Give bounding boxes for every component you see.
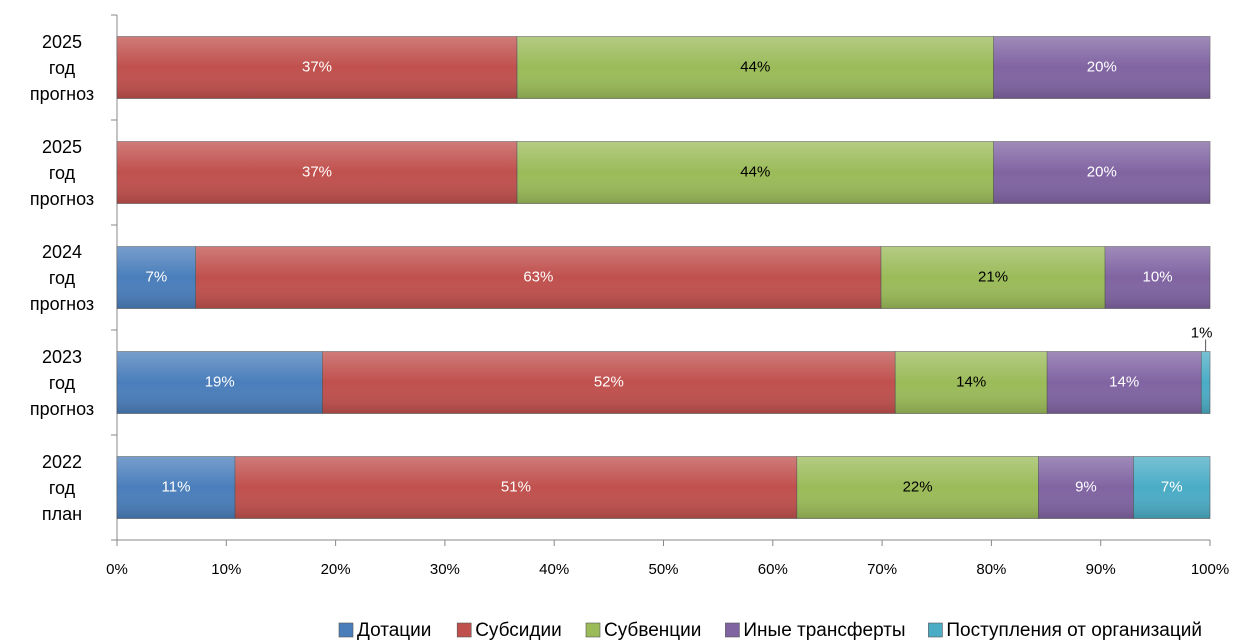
x-tick-label: 90% [1086, 561, 1116, 578]
legend-swatch [928, 622, 943, 638]
y-tick-label: 2022 год план [41, 451, 83, 524]
bar-shade [993, 141, 1210, 204]
x-tick-label: 100% [1191, 561, 1229, 578]
data-label: 37% [302, 163, 332, 180]
data-label: 22% [903, 478, 933, 495]
bar-shade [1133, 456, 1210, 519]
bar-shade [993, 36, 1210, 99]
bar-shade [796, 456, 1039, 519]
bar-shade [195, 246, 882, 309]
bar-shade [895, 351, 1048, 414]
bar-shade [117, 456, 236, 519]
x-tick-label: 50% [648, 561, 678, 578]
legend-swatch [725, 622, 740, 638]
y-tick-label: 2024 год прогноз [29, 241, 95, 314]
bar-shade [881, 246, 1106, 309]
x-tick-label: 70% [867, 561, 897, 578]
x-tick-label: 0% [106, 561, 128, 578]
data-label: 14% [956, 373, 986, 390]
y-tick-label: 2025 год прогноз [29, 136, 95, 209]
data-label: 1% [1191, 324, 1213, 341]
x-tick-label: 10% [211, 561, 241, 578]
data-label: 44% [740, 58, 770, 75]
bar-shade [1047, 351, 1202, 414]
data-label: 21% [978, 268, 1008, 285]
data-label: 44% [740, 163, 770, 180]
x-tick-label: 20% [321, 561, 351, 578]
data-label: 7% [1161, 478, 1183, 495]
data-label: 20% [1087, 58, 1117, 75]
legend-label: Субсидии [475, 620, 562, 641]
x-tick-label: 80% [976, 561, 1006, 578]
data-label: 51% [501, 478, 531, 495]
data-label: 52% [594, 373, 624, 390]
data-label: 10% [1143, 268, 1173, 285]
bar-shade [1105, 246, 1210, 309]
legend-swatch [456, 622, 472, 638]
bar-shade [117, 351, 323, 414]
x-tick-label: 40% [539, 561, 569, 578]
legend-label: Дотации [357, 620, 431, 641]
data-label: 37% [302, 58, 332, 75]
bar-shade [1201, 351, 1210, 414]
bar-shade [117, 246, 196, 309]
legend-label: Субвенции [604, 620, 701, 641]
data-label: 7% [146, 268, 168, 285]
y-tick-label: 2025 год прогноз [29, 31, 95, 104]
data-label: 11% [162, 478, 191, 495]
data-label: 63% [523, 268, 553, 285]
legend-label: Иные трансферты [743, 620, 905, 641]
data-label: 14% [1109, 373, 1139, 390]
bar-shade [1038, 456, 1134, 519]
x-tick-label: 60% [758, 561, 788, 578]
data-label: 20% [1087, 163, 1117, 180]
bar-shade [117, 36, 518, 99]
legend-label: Поступления от организаций [946, 620, 1202, 641]
legend-swatch [338, 622, 354, 638]
bar-shade [322, 351, 896, 414]
bar-shade [117, 141, 518, 204]
bar-shade [235, 456, 797, 519]
bar-shade [517, 36, 994, 99]
bar-shade [517, 141, 994, 204]
y-tick-label: 2023 год прогноз [29, 346, 95, 419]
x-tick-label: 30% [430, 561, 460, 578]
data-label: 9% [1075, 478, 1097, 495]
data-label: 19% [205, 373, 235, 390]
legend-swatch [585, 622, 601, 638]
